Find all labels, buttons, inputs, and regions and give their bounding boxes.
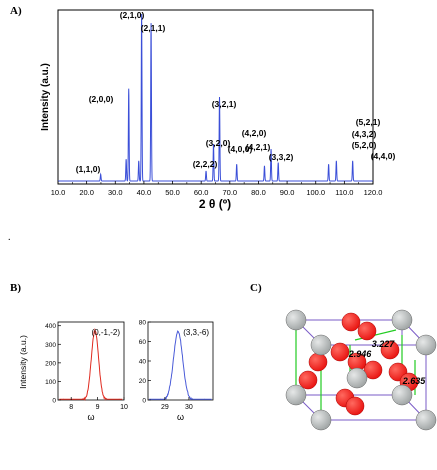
y-tick-label-b-right: 20 <box>139 378 147 385</box>
y-tick-label-b-left: 300 <box>45 342 56 349</box>
rocking-curve-b-left <box>59 327 123 401</box>
oxygen-atom <box>308 352 328 372</box>
peak-annotation: (2,1,0) <box>120 10 145 20</box>
peak-annotation: (4,2,1) <box>246 142 271 152</box>
peak-annotation: (4,3,2) <box>352 129 377 139</box>
peak-annotation: (2,2,2) <box>193 159 218 169</box>
peak-annotation: (3,2,1) <box>212 99 237 109</box>
oxygen-atom <box>345 396 365 416</box>
peak-annotation: (4,4,0) <box>371 151 396 161</box>
panel-label-c: C) <box>250 282 262 294</box>
x-axis-label-a: 2 θ (º) <box>199 197 231 211</box>
y-tick-label-b-right: 80 <box>139 320 147 327</box>
x-tick-label-b-left: 9 <box>96 404 100 411</box>
oxygen-atom <box>380 340 400 360</box>
xrd-pattern-line <box>58 13 373 182</box>
x-axis-label-b-left: ω <box>87 412 94 422</box>
x-axis-label-b-right: ω <box>177 412 184 422</box>
oxygen-atom <box>298 370 318 390</box>
metal-atom <box>415 409 437 431</box>
y-tick-label-b-left: 400 <box>45 323 56 330</box>
x-tick-label-b-right: 29 <box>161 404 169 411</box>
x-tick-label-a: 80.0 <box>251 188 266 197</box>
x-tick-label-a: 100.0 <box>306 188 325 197</box>
rocking-curve-b-right <box>149 329 212 401</box>
peak-annotation: (5,2,1) <box>356 117 381 127</box>
oxygen-atom <box>363 360 383 380</box>
bond-distance-label: 2.946 <box>348 349 373 359</box>
metal-atom <box>285 384 307 406</box>
peak-annotation: (2,1,1) <box>141 23 166 33</box>
peak-annotation: (1,1,0) <box>76 164 101 174</box>
stray-mark: . <box>8 232 11 243</box>
x-tick-label-a: 120.0 <box>364 188 383 197</box>
y-tick-label-b-left: 200 <box>45 360 56 367</box>
x-tick-label-b-left: 10 <box>120 404 128 411</box>
x-tick-label-a: 90.0 <box>280 188 295 197</box>
x-tick-label-a: 50.0 <box>165 188 180 197</box>
panel-label-b: B) <box>10 282 21 294</box>
legend-b-right: (3,3,-6) <box>183 328 209 337</box>
peak-annotation: (4,0,0) <box>228 144 253 154</box>
y-tick-label-b-right: 60 <box>139 339 147 346</box>
bond-distance-label: 2.635 <box>402 376 427 386</box>
x-tick-label-b-left: 8 <box>69 404 73 411</box>
x-tick-label-a: 20.0 <box>79 188 94 197</box>
y-tick-label-b-left: 0 <box>52 398 56 405</box>
panel-label-a: A) <box>10 5 22 17</box>
y-axis-label-a: Intensity (a.u.) <box>40 63 51 131</box>
oxygen-atom <box>357 321 377 341</box>
y-tick-label-b-left: 100 <box>45 379 56 386</box>
metal-atom <box>391 309 413 331</box>
y-tick-label-b-right: 40 <box>139 359 147 366</box>
y-axis-label-b: Intensity (a.u.) <box>18 335 28 389</box>
legend-b-left: (0,-1,-2) <box>92 328 121 337</box>
x-tick-label-b-right: 30 <box>185 404 193 411</box>
peak-annotation: (5,2,0) <box>352 140 377 150</box>
bond-distance-label: 3.227 <box>372 339 396 349</box>
x-tick-label-a: 110.0 <box>335 188 353 197</box>
oxygen-atom <box>341 312 361 332</box>
x-tick-label-a: 40.0 <box>137 188 152 197</box>
peak-annotation: (4,2,0) <box>242 128 267 138</box>
metal-atom <box>415 334 437 356</box>
x-tick-label-a: 60.0 <box>194 188 209 197</box>
metal-atom <box>285 309 307 331</box>
plot-frame-b-left <box>57 321 125 401</box>
x-tick-label-a: 70.0 <box>223 188 238 197</box>
metal-atom <box>310 334 332 356</box>
x-tick-label-a: 10.0 <box>51 188 66 197</box>
y-tick-label-b-right: 0 <box>142 398 146 405</box>
oxygen-atom <box>330 342 350 362</box>
x-tick-label-a: 30.0 <box>108 188 123 197</box>
peak-annotation: (3,2,0) <box>206 138 231 148</box>
metal-atom <box>346 367 368 389</box>
metal-atom <box>391 384 413 406</box>
peak-annotation: (3,3,2) <box>269 152 294 162</box>
peak-annotation: (2,0,0) <box>89 94 114 104</box>
metal-atom <box>310 409 332 431</box>
